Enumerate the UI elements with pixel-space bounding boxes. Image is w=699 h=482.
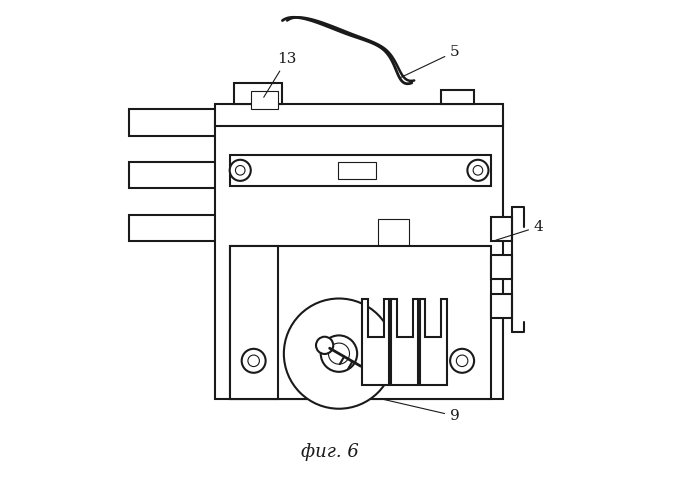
- Bar: [491, 255, 512, 280]
- Bar: [230, 246, 491, 399]
- Bar: [129, 162, 234, 188]
- Circle shape: [242, 349, 266, 373]
- Circle shape: [236, 165, 245, 175]
- Bar: [378, 219, 410, 251]
- Circle shape: [473, 165, 483, 175]
- Text: фиг. 6: фиг. 6: [301, 443, 359, 461]
- Bar: [215, 121, 503, 399]
- Bar: [129, 214, 234, 241]
- Circle shape: [316, 337, 333, 354]
- Text: 13: 13: [264, 52, 297, 97]
- Bar: [234, 83, 282, 105]
- Bar: [338, 162, 376, 179]
- Text: 9: 9: [381, 399, 460, 423]
- Circle shape: [468, 160, 489, 181]
- Bar: [251, 91, 278, 109]
- Circle shape: [450, 349, 474, 373]
- Circle shape: [248, 355, 259, 366]
- Bar: [440, 90, 474, 105]
- Circle shape: [284, 298, 394, 409]
- Text: 5: 5: [400, 45, 460, 78]
- Circle shape: [456, 355, 468, 366]
- Bar: [491, 217, 512, 241]
- Text: 4: 4: [496, 220, 544, 240]
- Bar: [491, 294, 512, 318]
- Circle shape: [321, 335, 357, 372]
- Circle shape: [329, 343, 350, 364]
- Polygon shape: [391, 298, 418, 385]
- Polygon shape: [363, 298, 389, 385]
- Polygon shape: [420, 298, 447, 385]
- Bar: [129, 109, 234, 135]
- Circle shape: [230, 160, 251, 181]
- Bar: [230, 155, 491, 186]
- Bar: [215, 105, 503, 126]
- Bar: [230, 246, 278, 399]
